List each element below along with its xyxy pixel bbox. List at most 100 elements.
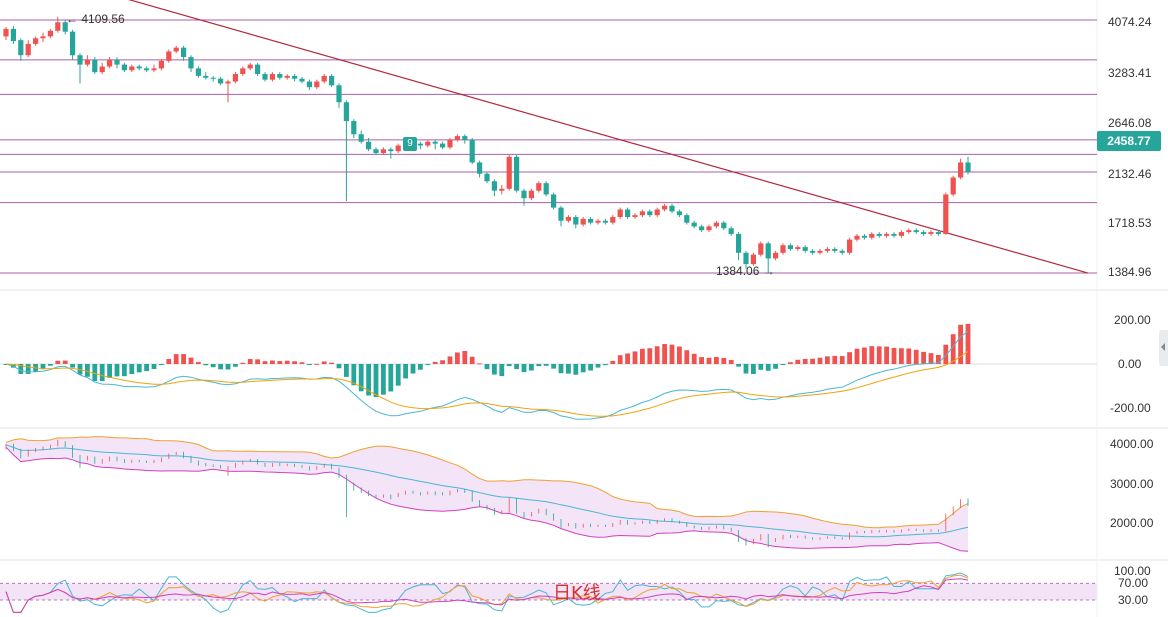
macd-bar — [580, 364, 586, 373]
candle-body — [595, 220, 601, 223]
candle-body — [588, 218, 594, 223]
macd-bar — [447, 356, 453, 364]
candle-body — [447, 139, 453, 148]
candle-body — [521, 190, 527, 199]
candle-body — [817, 250, 823, 253]
candle-body — [647, 211, 653, 216]
macd-bar — [373, 364, 379, 398]
timeframe-watermark: 日K线 — [553, 583, 601, 604]
candle-body — [358, 134, 364, 142]
macd-bar — [588, 364, 593, 371]
macd-bar — [418, 364, 423, 370]
macd-bar — [48, 364, 53, 366]
candle-body — [602, 220, 608, 223]
candle-body — [255, 64, 261, 75]
macd-bar — [166, 359, 172, 364]
candle-body — [847, 239, 853, 253]
candle-body — [662, 205, 668, 210]
candle-body — [906, 230, 912, 233]
candle-body — [728, 228, 734, 234]
candle-body — [713, 222, 719, 227]
macd-bar — [610, 360, 616, 364]
macd-bar — [773, 364, 778, 369]
macd-bar — [950, 334, 956, 364]
macd-bar — [255, 359, 260, 364]
macd-bar — [233, 364, 238, 367]
macd-bar — [751, 364, 756, 374]
high-value: 4109.56 — [81, 12, 125, 26]
macd-bar — [817, 357, 823, 364]
macd-bar — [492, 364, 497, 375]
candle-body — [810, 250, 816, 253]
candle-body — [18, 40, 24, 56]
candle-body — [625, 209, 631, 218]
candle-body — [484, 173, 490, 182]
macd-bar — [462, 351, 468, 364]
candle-body — [232, 74, 238, 82]
candle-body — [373, 149, 379, 154]
boll-mid-line — [5, 444, 969, 538]
macd-bar — [292, 361, 297, 364]
macd-bar — [743, 364, 749, 374]
macd-bar — [218, 364, 223, 370]
macd-bar — [307, 364, 312, 365]
candle-body — [921, 232, 927, 234]
macd-bar — [129, 364, 135, 375]
macd-bar — [551, 364, 556, 369]
candle-body — [706, 226, 712, 231]
candle-body — [225, 81, 231, 84]
candle-body — [395, 145, 401, 152]
candle-body — [684, 215, 690, 223]
macd-bar — [432, 361, 438, 364]
macd-bar — [662, 344, 667, 364]
candle-body — [558, 207, 564, 221]
macd-bar — [758, 364, 764, 370]
candle-body — [617, 209, 623, 218]
panel-collapse-handle[interactable] — [1159, 330, 1168, 366]
candle-body — [765, 243, 771, 259]
candle-body — [773, 252, 779, 259]
tick-label: -200.00 — [1110, 401, 1151, 415]
candle-body — [129, 66, 135, 71]
macd-bar — [921, 351, 926, 364]
candle-body — [536, 183, 542, 191]
candle-body — [380, 149, 386, 154]
candle-body — [314, 81, 320, 88]
macd-bar — [114, 364, 120, 377]
rsi-slow-line — [5, 578, 969, 613]
candle-body — [173, 47, 179, 52]
horizontal-levels — [0, 19, 1097, 274]
macd-bar — [277, 361, 283, 364]
candle-body — [336, 85, 342, 103]
macd-bar — [640, 348, 645, 364]
macd-bar — [869, 346, 875, 364]
candlestick-series — [3, 16, 971, 274]
tick-label: 100.00 — [1114, 564, 1151, 578]
candle-body — [935, 232, 941, 234]
macd-bar — [691, 353, 697, 364]
macd-bar — [403, 364, 408, 379]
macd-bar — [395, 364, 401, 386]
macd-bar — [899, 348, 904, 364]
candle-body — [802, 247, 808, 251]
candle-body — [832, 249, 838, 251]
candle-body — [299, 78, 305, 82]
macd-bar — [617, 355, 623, 364]
candle-body — [913, 230, 919, 233]
candle-body — [77, 55, 83, 65]
candle-body — [565, 217, 571, 221]
tick-label: 30.00 — [1118, 593, 1148, 607]
candle-body — [210, 77, 216, 79]
macd-bar — [891, 347, 897, 364]
candle-body — [854, 235, 860, 240]
candle-body — [195, 68, 201, 76]
candle-body — [891, 233, 897, 236]
candle-body — [47, 30, 53, 37]
candle-body — [321, 75, 327, 82]
macd-bar — [225, 364, 231, 370]
tick-label: 1718.53 — [1108, 216, 1152, 230]
macd-bar — [788, 362, 793, 364]
candle-body — [699, 226, 705, 231]
macd-bar — [736, 364, 741, 367]
